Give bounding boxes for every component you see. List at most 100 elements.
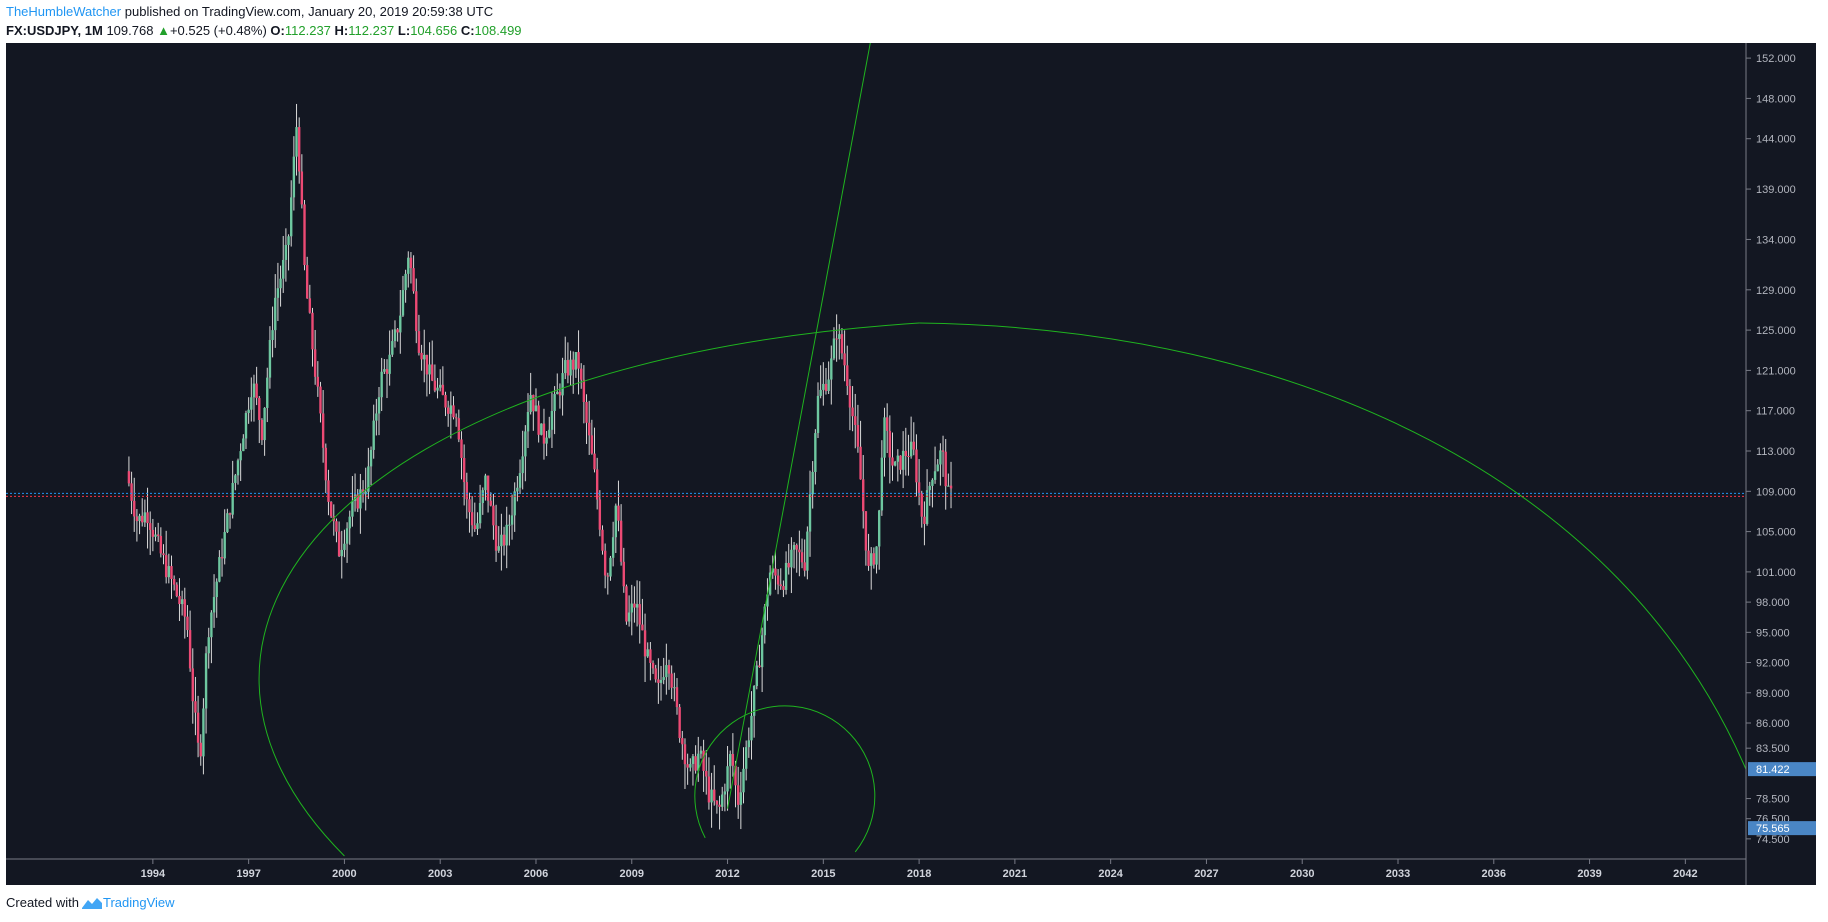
candle-body — [763, 606, 766, 636]
candle-body — [643, 630, 647, 657]
candle-body — [880, 457, 884, 511]
candle-body — [223, 532, 226, 559]
candles-layer — [127, 103, 953, 830]
candle-body — [420, 352, 423, 360]
candle-body — [476, 523, 479, 530]
candle-body — [439, 384, 442, 388]
candle-body — [228, 513, 232, 515]
candle-body — [718, 804, 721, 807]
low-value: 104.656 — [410, 23, 458, 38]
candle-body — [399, 315, 402, 333]
fib-spiral-large-arc-right[interactable] — [919, 322, 1747, 770]
candle-body — [252, 383, 256, 398]
candle-body — [593, 453, 596, 470]
candle-body — [859, 446, 862, 480]
candle-body — [231, 482, 234, 515]
candle-body — [867, 550, 870, 566]
price-tick-label: 148.000 — [1756, 93, 1796, 105]
candle-body — [731, 754, 735, 766]
candle-body — [321, 413, 325, 448]
chart-area[interactable]: 152.000 148.000 144.000 139.000 134.000 129.0… — [6, 37, 1816, 885]
candle-body — [415, 291, 418, 332]
price-chart[interactable]: 152.000 148.000 144.000 139.000 134.000 129.0… — [6, 37, 1816, 885]
candle-body — [641, 624, 644, 631]
candle-body — [364, 491, 367, 495]
tradingview-link[interactable]: TradingView — [81, 893, 175, 913]
candle-body — [816, 395, 820, 434]
candle-body — [133, 500, 136, 517]
candle-body — [736, 785, 740, 805]
candle-body — [167, 566, 171, 578]
candle-body — [638, 604, 641, 625]
candle-body — [784, 562, 788, 590]
time-tick-label: 2036 — [1482, 868, 1506, 880]
candle-body — [431, 364, 434, 381]
candle-body — [768, 572, 772, 595]
candle-body — [292, 156, 296, 198]
price-tick-label: 134.000 — [1756, 234, 1796, 246]
candle-body — [258, 398, 261, 420]
low-label: L: — [397, 23, 411, 38]
candle-body — [175, 584, 179, 597]
price-tick-label: 129.000 — [1756, 285, 1796, 297]
price-tick-label: 101.000 — [1756, 567, 1796, 579]
trend-line[interactable] — [727, 37, 872, 809]
open-label: O: — [270, 23, 285, 38]
candle-body — [505, 524, 508, 546]
candle-body — [375, 413, 378, 421]
candle-body — [449, 405, 453, 414]
candle-body — [846, 365, 849, 386]
candle-body — [888, 430, 892, 458]
candle-body — [585, 401, 588, 423]
candle-body — [383, 369, 386, 372]
candle-body — [907, 456, 910, 458]
fib-spiral-small-arc[interactable] — [694, 705, 876, 853]
candle-body — [577, 352, 580, 369]
candle-body — [244, 412, 248, 439]
candle-body — [159, 535, 163, 554]
candle-body — [500, 534, 503, 547]
candle-body — [752, 686, 756, 716]
candle-body — [798, 549, 801, 553]
candle-body — [340, 549, 343, 557]
candle-body — [915, 449, 918, 483]
candle-body — [744, 747, 748, 769]
candle-body — [572, 359, 575, 370]
candle-body — [790, 549, 793, 568]
candle-body — [446, 407, 450, 414]
candle-body — [827, 379, 830, 391]
candle-body — [372, 420, 375, 450]
candle-body — [707, 776, 711, 803]
author-link[interactable]: TheHumbleWatcher — [6, 4, 122, 19]
candle-body — [912, 441, 915, 450]
candle-body — [316, 376, 320, 387]
candle-body — [284, 244, 288, 260]
price-badge — [1748, 821, 1816, 836]
high-value: 112.237 — [348, 23, 395, 38]
candle-body — [521, 456, 524, 474]
price-axis[interactable] — [1746, 43, 1816, 885]
candle-body — [721, 794, 724, 807]
candle-body — [662, 677, 665, 680]
candle-body — [518, 473, 522, 488]
candle-body — [127, 471, 131, 484]
candle-body — [694, 756, 697, 771]
candle-body — [412, 268, 415, 292]
candle-body — [917, 482, 921, 494]
candle-body — [558, 391, 562, 396]
price-tick-label: 109.000 — [1756, 486, 1796, 498]
candle-body — [404, 273, 407, 291]
candle-body — [242, 438, 245, 452]
candle-body — [601, 529, 604, 551]
price-tick-label: 89.000 — [1756, 688, 1790, 700]
fib-spiral-large-arc-left[interactable] — [258, 322, 920, 857]
candle-body — [263, 407, 266, 441]
symbol-label[interactable]: FX:USDJPY, 1M — [6, 23, 103, 38]
time-tick-label: 2018 — [907, 868, 931, 880]
candle-body — [925, 490, 929, 524]
candle-body — [542, 423, 546, 444]
candle-body — [883, 417, 886, 458]
candle-body — [659, 679, 663, 683]
candle-body — [548, 429, 551, 438]
candle-body — [891, 457, 894, 466]
